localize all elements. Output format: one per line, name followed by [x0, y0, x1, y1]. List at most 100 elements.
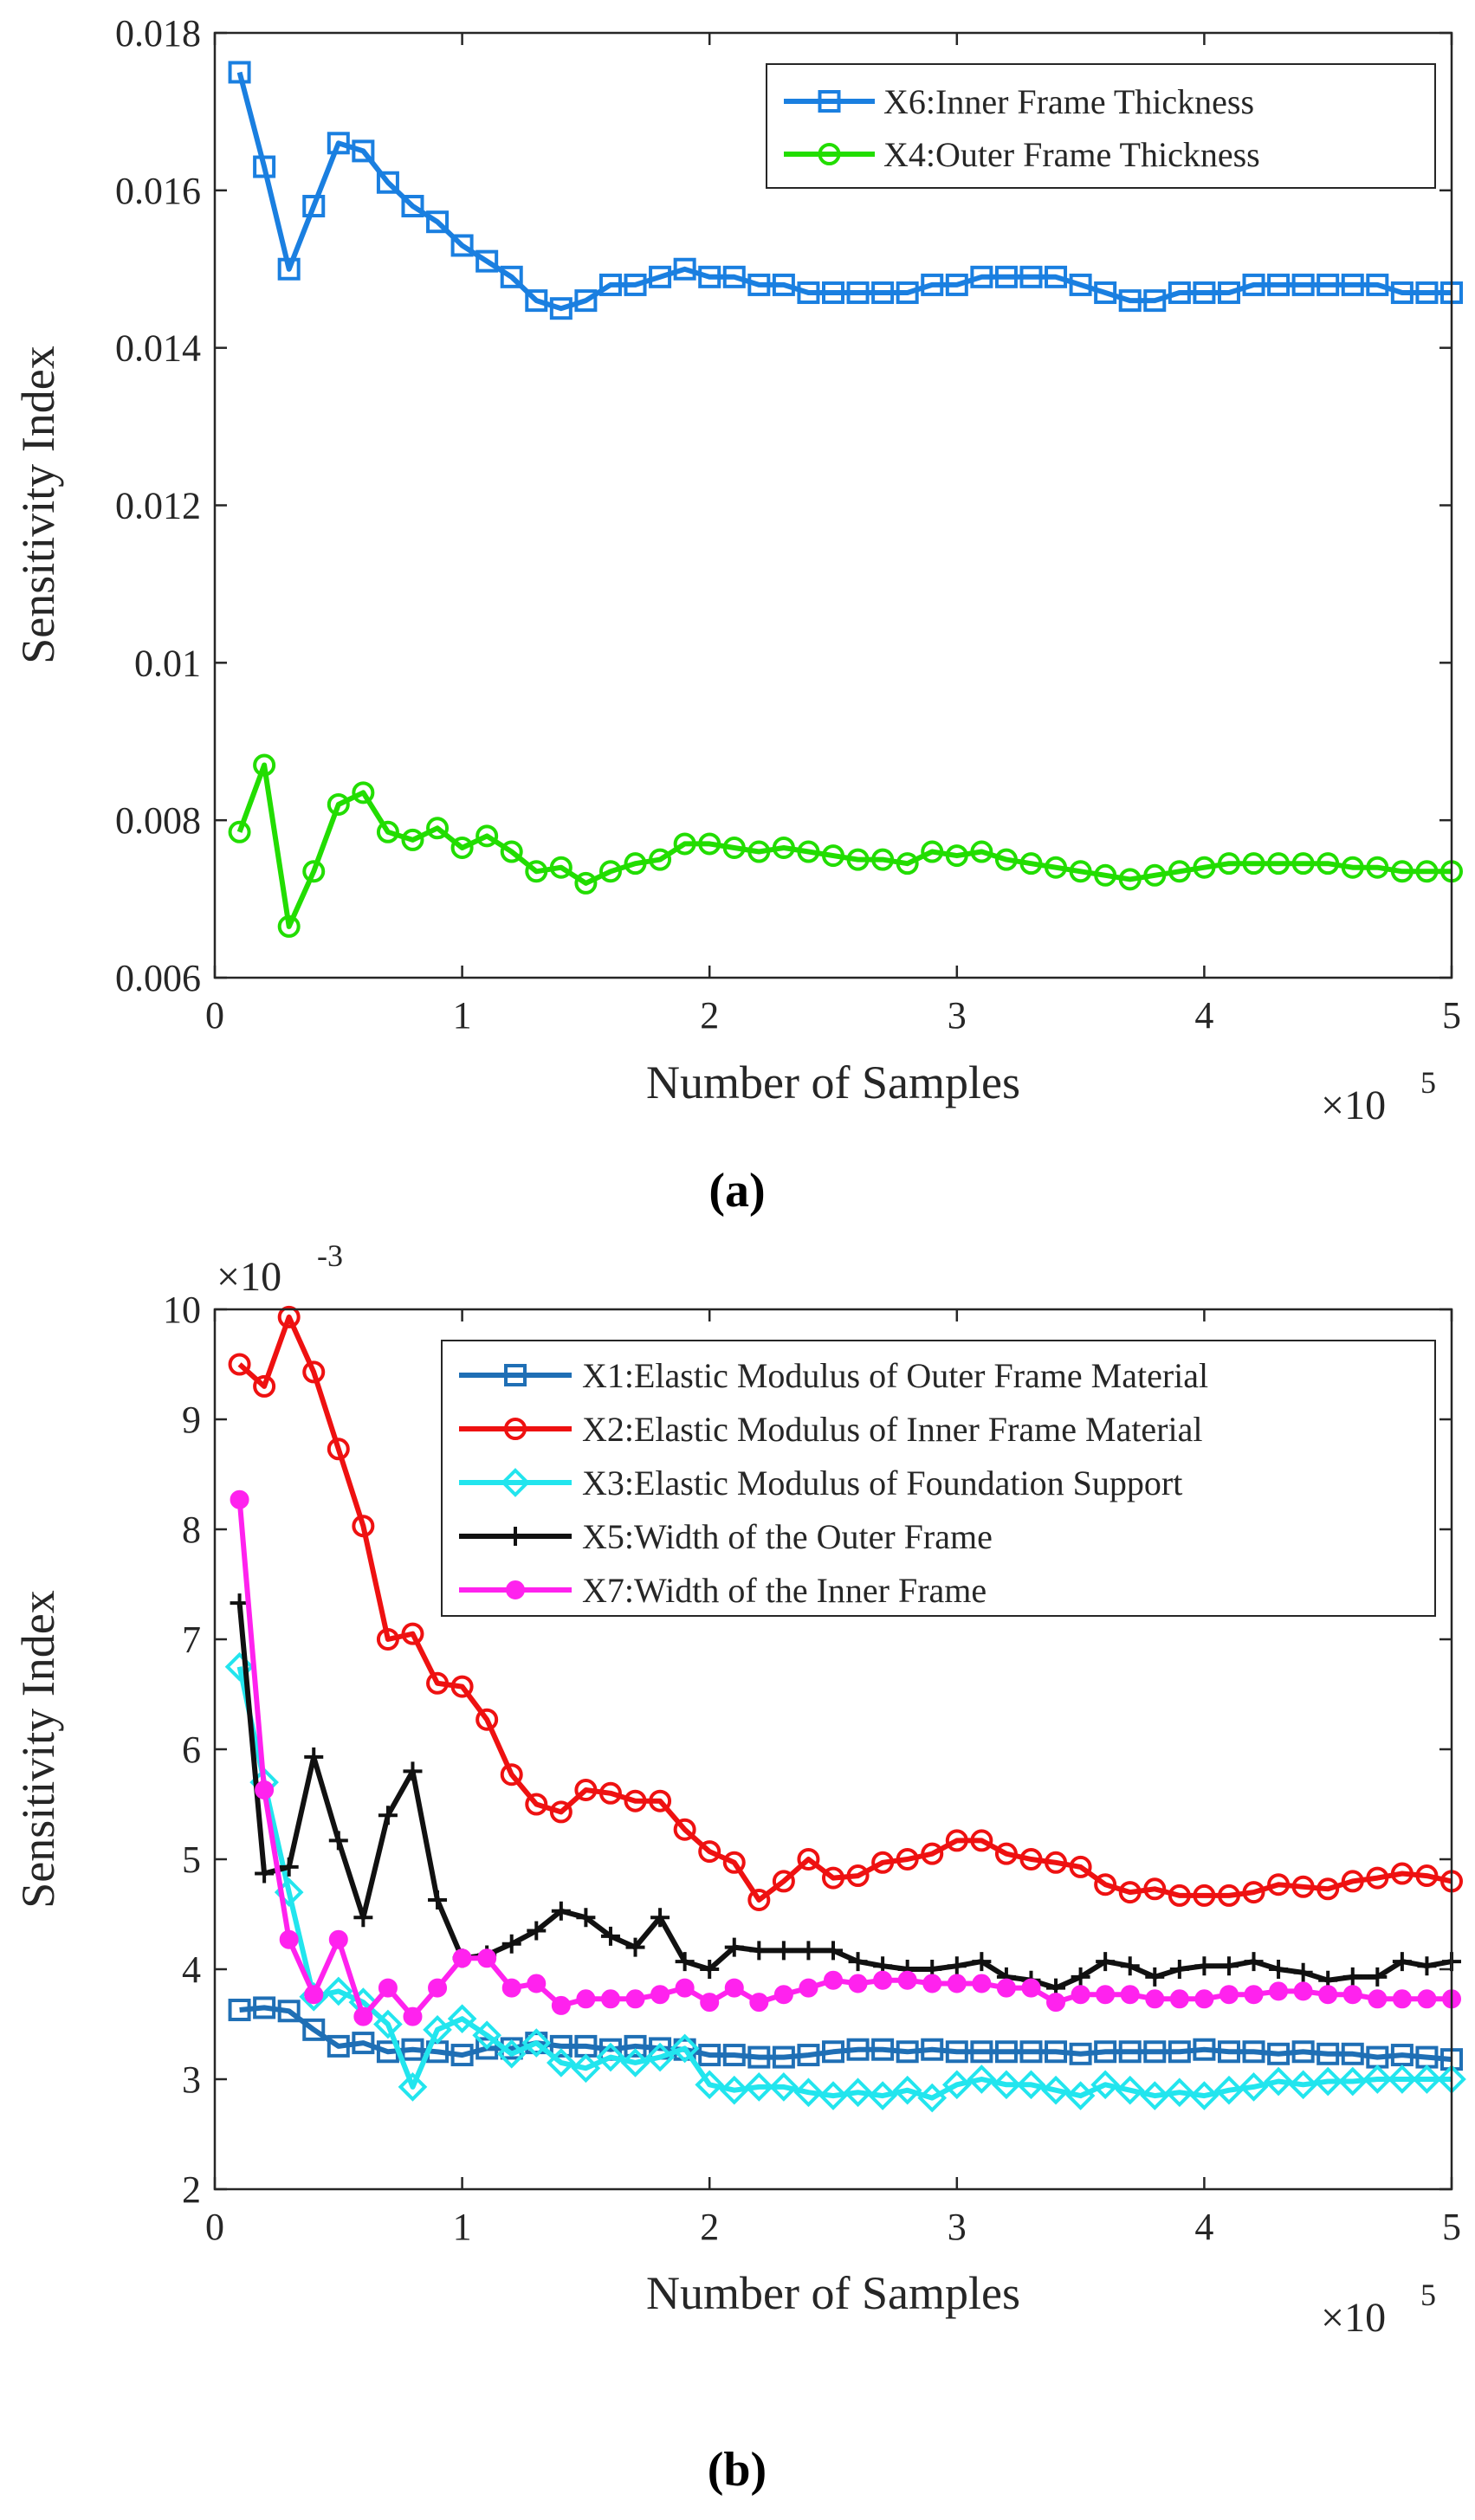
- data-point-x7: [428, 1978, 448, 1998]
- data-point-x3: [1214, 2075, 1244, 2105]
- data-point-x1: [1118, 2040, 1142, 2064]
- data-point-x2: [1168, 1884, 1191, 1907]
- data-point-x7: [922, 1974, 942, 1993]
- data-point-x2: [722, 1851, 746, 1874]
- y-tick-label: 0.008: [115, 799, 201, 842]
- data-point-x6: [673, 257, 696, 281]
- data-point-x1: [896, 2040, 919, 2064]
- data-point-x4: [574, 871, 598, 895]
- data-point-x4: [475, 824, 499, 848]
- data-point-x6: [994, 265, 1018, 288]
- data-point-x5: [675, 1952, 695, 1972]
- data-point-x6: [352, 139, 375, 163]
- data-point-x5: [255, 1864, 275, 1884]
- legend-marker-x6: [818, 90, 841, 113]
- data-point-x5: [1096, 1952, 1116, 1972]
- data-point-x5: [1219, 1956, 1239, 1976]
- data-point-x3: [1412, 2064, 1442, 2094]
- data-point-x1: [352, 2032, 375, 2055]
- data-point-x7: [1368, 1989, 1388, 2009]
- data-point-x7: [304, 1985, 324, 2005]
- legend-label-x5: X5:Width of the Outer Frame: [582, 1517, 993, 1556]
- y-multiplier-base-b: ×10: [217, 1254, 281, 1300]
- x-tick-label: 4: [1194, 994, 1213, 1037]
- legend-box-a: [766, 63, 1436, 189]
- y-tick-label: 0.014: [115, 327, 201, 370]
- data-point-x1: [722, 2044, 746, 2067]
- data-point-x2: [598, 1781, 622, 1805]
- data-point-x2: [1143, 1877, 1167, 1901]
- data-point-x2: [1094, 1873, 1117, 1896]
- legend-swatch-x6: [784, 90, 875, 113]
- data-point-x6: [277, 257, 301, 281]
- data-point-x5: [972, 1952, 992, 1972]
- data-point-x3: [1016, 2070, 1046, 2100]
- data-point-x2: [500, 1763, 523, 1787]
- data-point-x2: [277, 1305, 301, 1328]
- x-tick-label: 2: [700, 2206, 719, 2248]
- data-point-x6: [970, 265, 993, 288]
- x-tick-labels-b: 0 1 2 3 4 5: [205, 2206, 1461, 2248]
- data-point-x2: [994, 1842, 1018, 1865]
- data-point-x6: [525, 289, 548, 313]
- data-point-x4: [253, 753, 276, 777]
- y-multiplier-exp-b: -3: [317, 1238, 343, 1273]
- data-point-x1: [327, 2034, 350, 2058]
- data-point-x6: [549, 297, 573, 320]
- y-tick-label: 5: [182, 1838, 201, 1881]
- data-point-x3: [843, 2077, 873, 2108]
- data-point-x6: [1291, 273, 1315, 296]
- data-point-x4: [649, 848, 672, 871]
- data-point-x4: [698, 832, 721, 856]
- data-point-x7: [1194, 1989, 1214, 2009]
- data-point-x7: [675, 1978, 695, 1998]
- data-point-x2: [1415, 1864, 1439, 1888]
- plot-area-a: [215, 33, 1452, 978]
- legend-a: X6:Inner Frame Thickness X4:Outer Frame …: [766, 63, 1436, 189]
- data-point-x4: [1366, 856, 1389, 879]
- data-point-x2: [921, 1842, 944, 1865]
- data-point-x4: [277, 914, 301, 938]
- x-tick-label: 5: [1442, 994, 1461, 1037]
- x-tick-label: 4: [1194, 2206, 1213, 2248]
- data-point-x6: [649, 265, 672, 288]
- data-point-x7: [255, 1780, 275, 1800]
- data-point-x5: [1293, 1962, 1313, 1982]
- data-point-x6: [574, 289, 598, 313]
- data-point-x2: [253, 1374, 276, 1398]
- legend-marker-x2: [504, 1418, 527, 1440]
- data-point-x3: [496, 2039, 527, 2069]
- legend-label-x7: X7:Width of the Inner Frame: [582, 1571, 987, 1610]
- data-point-x3: [1140, 2081, 1170, 2110]
- data-point-x5: [551, 1901, 571, 1921]
- data-point-x5: [724, 1937, 744, 1957]
- data-point-x1: [871, 2038, 895, 2061]
- data-point-x2: [673, 1818, 696, 1841]
- data-point-x4: [549, 856, 573, 879]
- data-point-x5: [527, 1921, 547, 1941]
- data-point-x1: [624, 2034, 647, 2058]
- data-point-x1: [945, 2040, 968, 2064]
- data-point-x6: [1390, 281, 1414, 305]
- data-point-x5: [1194, 1956, 1214, 1976]
- data-point-x5: [749, 1941, 769, 1961]
- data-point-x3: [1189, 2081, 1219, 2110]
- data-point-x5: [1417, 1956, 1437, 1976]
- legend-marker-x4: [818, 143, 841, 165]
- data-point-x2: [352, 1515, 375, 1538]
- data-point-x7: [897, 1970, 917, 1990]
- y-tick-label: 2: [182, 2168, 201, 2211]
- data-point-x1: [277, 2000, 301, 2023]
- data-point-x4: [1045, 856, 1068, 879]
- data-point-x5: [947, 1956, 967, 1976]
- data-point-x1: [1291, 2040, 1315, 2064]
- data-point-x4: [1415, 860, 1439, 883]
- data-point-x6: [302, 195, 326, 218]
- data-point-x4: [1069, 860, 1092, 883]
- data-point-x5: [1269, 1960, 1289, 1979]
- data-point-x1: [549, 2034, 573, 2058]
- series-line-x4: [236, 762, 1452, 929]
- data-point-x3: [1264, 2066, 1293, 2097]
- legend-swatch-x7: [459, 1580, 572, 1599]
